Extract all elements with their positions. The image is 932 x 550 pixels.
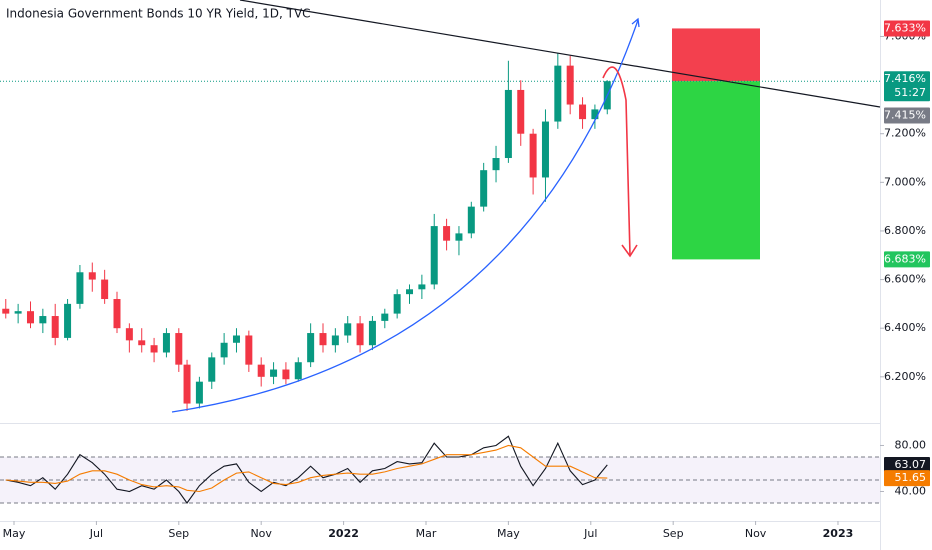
- candle-body: [591, 109, 599, 120]
- candle-body: [541, 121, 549, 178]
- candle-body: [2, 308, 10, 314]
- candle-body: [319, 333, 327, 346]
- x-tick-label: Jul: [89, 527, 103, 540]
- price-label: 7.416%: [884, 72, 926, 85]
- x-tick-label: May: [497, 527, 520, 540]
- x-tick-label: Nov: [250, 527, 272, 540]
- candle-body: [307, 333, 315, 363]
- down-arrowhead: [621, 244, 638, 258]
- candle-body: [26, 311, 34, 324]
- chart-title: Indonesia Government Bonds 10 YR Yield, …: [6, 7, 311, 21]
- candle-body: [113, 299, 121, 329]
- price-label-box: [884, 20, 930, 37]
- candle-body: [480, 170, 488, 207]
- candle-body: [64, 303, 72, 338]
- candle-body: [282, 369, 290, 380]
- candle-body: [208, 357, 216, 382]
- candle-body: [175, 333, 183, 365]
- x-tick-label: Nov: [745, 527, 767, 540]
- y-tick-label: 7.200%: [884, 127, 926, 140]
- candle-body: [579, 104, 587, 120]
- price-label: 7.633%: [884, 21, 926, 34]
- candle-body: [88, 272, 96, 280]
- candle-body: [393, 294, 401, 314]
- candle-body: [270, 369, 278, 377]
- candle-body: [356, 323, 364, 346]
- rsi-value-label: 51.65: [895, 471, 927, 484]
- target-zone: [672, 81, 760, 260]
- candle-body: [51, 316, 59, 338]
- candle-body: [331, 335, 339, 346]
- candle-body: [406, 289, 414, 295]
- price-label: 6.683%: [884, 252, 926, 265]
- rsi-y-tick-label: 80.00: [895, 438, 927, 451]
- rsi-value-box: [884, 470, 930, 487]
- candle-body: [344, 323, 352, 336]
- candle-body: [467, 206, 475, 234]
- rsi-line: [5, 444, 608, 493]
- price-label-box: [884, 251, 930, 268]
- candle-body: [195, 381, 203, 404]
- candle-body: [294, 362, 302, 380]
- candle-body: [162, 333, 170, 353]
- candle-body: [39, 316, 47, 324]
- price-label-box: [884, 107, 930, 124]
- candle-body: [14, 311, 22, 314]
- price-label: 7.415%: [884, 108, 926, 121]
- y-tick-label: 7.000%: [884, 175, 926, 188]
- candle-body: [554, 65, 562, 122]
- y-tick-label: 6.200%: [884, 370, 926, 383]
- candle-body: [101, 279, 109, 300]
- candle-body: [517, 89, 525, 134]
- y-tick-label: 6.600%: [884, 273, 926, 286]
- x-tick-label: 2022: [328, 527, 359, 540]
- rsi-value-label: 63.07: [895, 458, 927, 471]
- trend-line: [239, 0, 881, 108]
- candle-body: [381, 313, 389, 321]
- candle-body: [504, 89, 512, 159]
- x-tick-label: 2023: [823, 527, 854, 540]
- price-label-box: [884, 71, 930, 102]
- x-tick-label: Jul: [583, 527, 597, 540]
- candle-body: [150, 345, 158, 353]
- x-tick-label: Sep: [663, 527, 684, 540]
- curve-arrowhead: [631, 17, 640, 28]
- candle-body: [232, 335, 240, 343]
- candle-body: [492, 158, 500, 171]
- candle-body: [138, 340, 146, 346]
- rsi-y-tick-label: 40.00: [895, 484, 927, 497]
- stop-zone: [672, 28, 760, 82]
- candle-body: [418, 284, 426, 290]
- rsi-line: [5, 435, 608, 504]
- candle-body: [430, 226, 438, 285]
- rsi-band: [0, 456, 880, 503]
- candle-body: [257, 364, 265, 377]
- candle-body: [368, 320, 376, 346]
- candle-body: [76, 272, 84, 304]
- candle-body: [183, 364, 191, 404]
- candle-body: [220, 342, 228, 358]
- candle-body: [455, 233, 463, 241]
- candle-body: [125, 328, 133, 341]
- y-tick-label: 6.800%: [884, 224, 926, 237]
- candle-body: [529, 133, 537, 178]
- y-tick-label: 6.400%: [884, 321, 926, 334]
- candle-body: [443, 226, 451, 241]
- x-tick-label: Mar: [416, 527, 437, 540]
- countdown: 51:27: [894, 86, 926, 99]
- rsi-value-box: [884, 456, 930, 473]
- curve-arrow: [171, 19, 639, 413]
- x-tick-label: May: [3, 527, 26, 540]
- down-arrow: [602, 66, 631, 256]
- x-tick-label: Sep: [168, 527, 189, 540]
- candle-body: [245, 335, 253, 365]
- candle-body: [566, 65, 574, 105]
